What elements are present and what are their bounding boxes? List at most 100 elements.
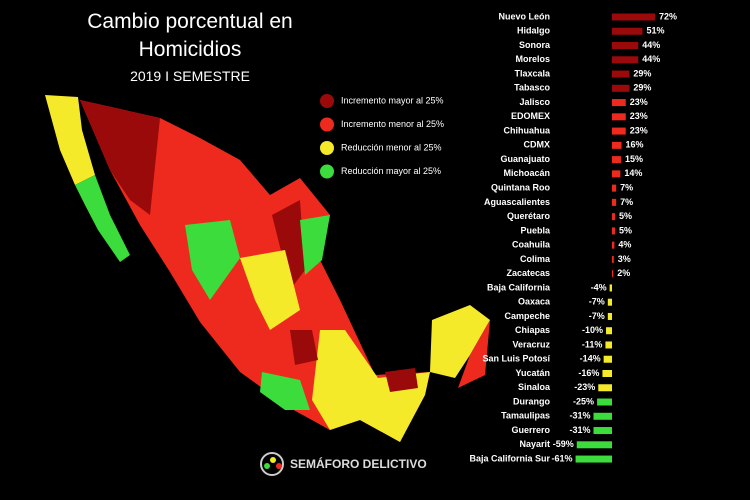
category-label: Coahuila xyxy=(512,240,551,250)
category-label: Zacatecas xyxy=(506,268,550,278)
bar xyxy=(612,213,615,221)
value-label: 5% xyxy=(619,225,632,235)
bar xyxy=(612,27,643,35)
bar xyxy=(612,113,626,121)
category-label: Tabasco xyxy=(514,83,550,93)
category-label: Durango xyxy=(513,396,551,406)
bar xyxy=(612,141,622,149)
value-label: -31% xyxy=(569,425,590,435)
bar xyxy=(612,56,639,64)
sonora xyxy=(80,100,160,215)
category-label: CDMX xyxy=(524,140,551,150)
category-label: Morelos xyxy=(515,54,550,64)
bar xyxy=(612,170,621,178)
yucatan xyxy=(430,305,490,378)
nuevo-leon xyxy=(272,200,305,290)
bar xyxy=(612,241,615,249)
category-label: Chiapas xyxy=(515,325,550,335)
value-label: 23% xyxy=(630,125,648,135)
category-label: Puebla xyxy=(520,225,551,235)
category-label: Jalisco xyxy=(519,97,550,107)
logo-dot xyxy=(276,463,282,469)
bar xyxy=(593,427,612,435)
bar xyxy=(612,13,655,21)
title: Cambio porcentual en Homicidios xyxy=(87,10,293,61)
value-label: -23% xyxy=(574,382,595,392)
bar xyxy=(612,127,626,135)
category-label: Querétaro xyxy=(507,211,551,221)
value-label: 29% xyxy=(633,83,651,93)
quintana-roo xyxy=(458,320,490,388)
category-label: Colima xyxy=(520,254,551,264)
value-label: 3% xyxy=(618,254,631,264)
value-label: 29% xyxy=(633,68,651,78)
bar xyxy=(606,327,612,335)
south-yellow xyxy=(312,330,430,442)
value-label: 15% xyxy=(625,154,643,164)
bar xyxy=(598,384,612,392)
value-label: 2% xyxy=(617,268,630,278)
map xyxy=(45,95,490,442)
bar xyxy=(612,270,614,278)
bar xyxy=(612,255,614,263)
category-label: Baja California xyxy=(487,282,551,292)
bar xyxy=(612,156,621,164)
category-label: San Luis Potosí xyxy=(482,354,550,364)
category-label: Sinaloa xyxy=(518,382,551,392)
value-label: -11% xyxy=(582,339,603,349)
value-label: -7% xyxy=(589,311,605,321)
category-label: Hidalgo xyxy=(517,26,551,36)
bar xyxy=(612,70,630,78)
bar xyxy=(575,455,612,463)
category-label: Aguascalientes xyxy=(484,197,550,207)
bar xyxy=(603,355,612,363)
category-label: Chihuahua xyxy=(504,125,551,135)
category-label: Guerrero xyxy=(511,425,550,435)
value-label: -31% xyxy=(569,411,590,421)
legend-label: Reducción mayor al 25% xyxy=(341,166,441,176)
guerrero xyxy=(260,372,310,410)
bar xyxy=(612,84,630,92)
category-label: Oaxaca xyxy=(518,297,551,307)
baja-north xyxy=(45,95,95,185)
category-label: Tlaxcala xyxy=(514,68,551,78)
subtitle: 2019 I SEMESTRE xyxy=(130,68,250,84)
value-label: 51% xyxy=(646,26,664,36)
value-label: 7% xyxy=(620,182,633,192)
value-label: 4% xyxy=(618,240,631,250)
value-label: -14% xyxy=(580,354,601,364)
value-label: 23% xyxy=(630,111,648,121)
bar xyxy=(593,412,612,420)
category-label: Tamaulipas xyxy=(501,411,550,421)
tamaulipas xyxy=(300,215,330,275)
category-label: Campeche xyxy=(504,311,550,321)
category-label: Sonora xyxy=(519,40,551,50)
logo-icon xyxy=(260,452,284,476)
value-label: 44% xyxy=(642,40,660,50)
yellow-center xyxy=(240,250,300,330)
logo-text: SEMÁFORO DELICTIVO xyxy=(290,456,427,471)
logo-dot xyxy=(264,463,270,469)
legend-swatch xyxy=(320,94,334,108)
legend-label: Incremento mayor al 25% xyxy=(341,95,444,105)
category-label: Quintana Roo xyxy=(491,182,550,192)
value-label: -4% xyxy=(591,282,607,292)
bar xyxy=(612,99,626,107)
bar xyxy=(602,370,612,377)
logo-dot xyxy=(270,457,276,463)
green-center xyxy=(185,220,240,300)
value-label: -7% xyxy=(589,297,605,307)
value-label: -10% xyxy=(582,325,603,335)
logo-ring xyxy=(260,452,284,476)
category-label: Guanajuato xyxy=(500,154,550,164)
bar xyxy=(612,42,639,50)
value-label: 23% xyxy=(630,97,648,107)
bar xyxy=(597,398,612,406)
tabasco xyxy=(385,368,418,392)
value-label: 44% xyxy=(642,54,660,64)
bar xyxy=(576,441,612,449)
bar xyxy=(607,312,612,320)
value-label: 7% xyxy=(620,197,633,207)
